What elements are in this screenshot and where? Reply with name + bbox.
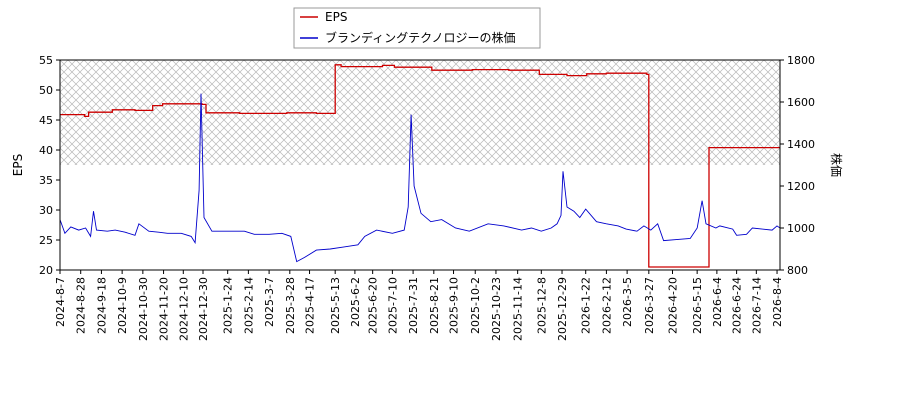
y-left-tick-label: 55 (39, 54, 53, 67)
x-tick-label: 2026-1-22 (580, 277, 593, 334)
x-tick-label: 2025-11-14 (512, 277, 525, 341)
legend: EPS ブランディングテクノロジーの株価 (293, 7, 541, 49)
legend-label-eps: EPS (325, 10, 347, 24)
x-tick-label: 2025-9-10 (448, 277, 461, 334)
y-left-tick-label: 25 (39, 234, 53, 247)
x-tick-label: 2026-2-12 (600, 277, 613, 334)
x-tick-label: 2026-5-15 (691, 277, 704, 334)
y-right-tick-label: 1800 (787, 54, 815, 67)
x-tick-label: 2025-7-31 (407, 277, 420, 334)
x-tick-label: 2025-7-10 (386, 277, 399, 334)
x-tick-label: 2025-6-20 (367, 277, 380, 334)
x-tick-label: 2025-6-2 (349, 277, 362, 327)
x-tick-label: 2025-5-13 (329, 277, 342, 334)
x-tick-label: 2024-10-30 (137, 277, 150, 341)
x-tick-label: 2025-12-29 (556, 277, 569, 341)
x-tick-label: 2026-7-14 (750, 277, 763, 334)
stock-price-series-line (60, 93, 780, 263)
plot-frame (59, 59, 781, 271)
x-tick-label: 2024-12-10 (177, 277, 190, 341)
x-tick-label: 2026-8-4 (771, 277, 784, 327)
x-tick-label: 2026-6-4 (711, 277, 724, 327)
x-tick-label: 2025-3-28 (284, 277, 297, 334)
y-right-tick-label: 1400 (787, 138, 815, 151)
x-tick-label: 2024-11-20 (158, 277, 171, 341)
x-tick-label: 2025-10-23 (490, 277, 503, 341)
x-tick-label: 2024-10-9 (116, 277, 129, 334)
x-tick-label: 2026-6-24 (731, 277, 744, 334)
y-left-tick-label: 50 (39, 84, 53, 97)
x-tick-label: 2025-2-14 (242, 277, 255, 334)
x-tick-label: 2025-1-24 (222, 277, 235, 334)
y-right-tick-label: 1200 (787, 180, 815, 193)
y-axis-left-label: EPS (11, 154, 25, 176)
hatched-band (60, 60, 780, 165)
x-tick-label: 2026-4-20 (666, 277, 679, 334)
eps-series-line (60, 64, 780, 268)
x-tick-label: 2024-12-30 (197, 277, 210, 341)
y-left-tick-label: 35 (39, 174, 53, 187)
y-right-tick-label: 1000 (787, 222, 815, 235)
y-left-tick-label: 20 (39, 264, 53, 277)
y-right-tick-label: 1600 (787, 96, 815, 109)
y-left-tick-label: 45 (39, 114, 53, 127)
x-tick-label: 2026-3-27 (643, 277, 656, 334)
legend-label-stock-price: ブランディングテクノロジーの株価 (325, 30, 515, 45)
x-tick-label: 2026-3-5 (621, 277, 634, 327)
y-left-tick-label: 30 (39, 204, 53, 217)
y-right-tick-label: 800 (787, 264, 808, 277)
y-left-tick-label: 40 (39, 144, 53, 157)
x-tick-label: 2025-3-7 (263, 277, 276, 327)
x-tick-label: 2024-8-28 (75, 277, 88, 334)
y-axis-right-label: 株価 (829, 153, 844, 177)
x-tick-label: 2025-4-17 (304, 277, 317, 334)
x-tick-label: 2025-10-2 (469, 277, 482, 334)
x-tick-label: 2024-8-7 (54, 277, 67, 327)
x-tick-label: 2024-9-18 (95, 277, 108, 334)
x-tick-label: 2025-12-8 (535, 277, 548, 334)
legend-box (293, 7, 541, 49)
x-tick-label: 2025-8-21 (428, 277, 441, 334)
